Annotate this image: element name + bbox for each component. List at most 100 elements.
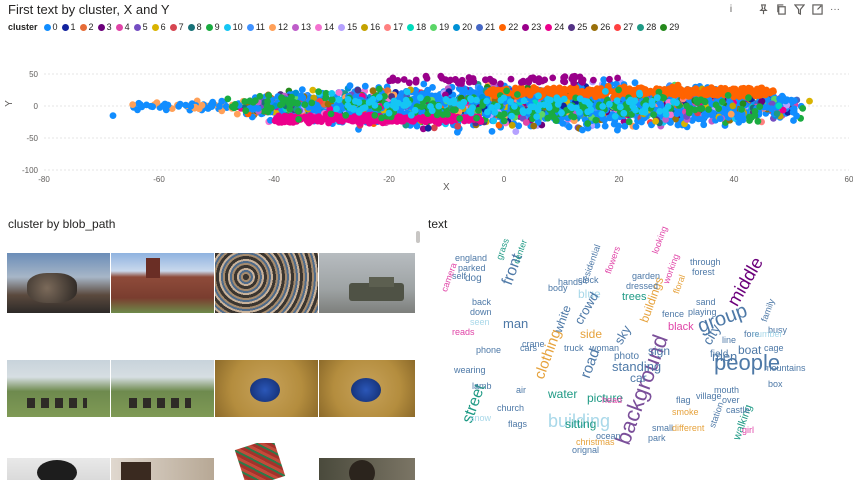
scatter-point[interactable]: [314, 107, 322, 115]
legend-item-16[interactable]: 16: [361, 22, 380, 32]
scatter-point[interactable]: [402, 96, 410, 104]
scatter-point[interactable]: [198, 101, 206, 109]
scatter-point[interactable]: [512, 128, 520, 136]
scatter-point[interactable]: [653, 94, 661, 102]
legend-item-19[interactable]: 19: [430, 22, 449, 32]
scatter-point[interactable]: [411, 106, 419, 114]
scatter-point[interactable]: [758, 97, 766, 105]
filter-icon[interactable]: [793, 3, 805, 15]
scatter-point[interactable]: [467, 109, 475, 117]
scatter-point[interactable]: [759, 86, 767, 94]
scatter-point[interactable]: [729, 102, 737, 110]
legend-item-29[interactable]: 29: [660, 22, 679, 32]
scatter-point[interactable]: [432, 118, 439, 125]
scatter-point[interactable]: [350, 105, 357, 113]
scatter-point[interactable]: [418, 108, 426, 115]
scatter-point[interactable]: [447, 76, 454, 84]
scatter-point[interactable]: [159, 102, 167, 110]
scatter-point[interactable]: [400, 102, 408, 109]
scatter-point[interactable]: [606, 75, 613, 83]
scatter-point[interactable]: [412, 78, 420, 86]
scatter-point[interactable]: [456, 115, 464, 122]
scatter-point[interactable]: [631, 79, 639, 87]
scatter-point[interactable]: [324, 100, 332, 108]
scatter-point[interactable]: [489, 89, 497, 96]
scatter-point[interactable]: [417, 94, 424, 102]
scatter-point[interactable]: [353, 116, 360, 123]
legend-item-10[interactable]: 10: [223, 22, 243, 32]
scatter-point[interactable]: [494, 102, 501, 110]
scatter-point[interactable]: [328, 90, 336, 97]
scatter-point[interactable]: [773, 110, 781, 117]
scatter-point[interactable]: [288, 93, 295, 101]
scatter-point[interactable]: [756, 103, 764, 110]
scatter-point[interactable]: [322, 94, 330, 101]
scatter-point[interactable]: [428, 107, 436, 115]
legend-item-11[interactable]: 11: [246, 22, 265, 32]
scatter-point[interactable]: [290, 99, 298, 106]
scatter-point[interactable]: [264, 107, 272, 114]
scatter-point[interactable]: [751, 111, 759, 119]
scatter-point[interactable]: [632, 106, 639, 114]
scatter-point[interactable]: [129, 101, 137, 108]
scatter-point[interactable]: [561, 73, 569, 80]
scatter-point[interactable]: [556, 84, 563, 92]
scatter-point[interactable]: [584, 120, 592, 127]
legend-item-5[interactable]: 5: [133, 22, 148, 32]
scatter-point[interactable]: [521, 89, 529, 97]
legend-item-3[interactable]: 3: [97, 22, 112, 32]
scatter-point[interactable]: [396, 93, 404, 101]
scatter-point[interactable]: [355, 98, 363, 106]
scatter-point[interactable]: [256, 92, 264, 100]
scatter-point[interactable]: [611, 113, 619, 120]
scatter-point[interactable]: [752, 87, 759, 95]
scatter-point[interactable]: [218, 97, 226, 105]
scatter-point[interactable]: [476, 85, 484, 92]
scatter-point[interactable]: [511, 103, 518, 110]
scatter-point[interactable]: [673, 99, 680, 107]
legend-item-14[interactable]: 14: [315, 22, 334, 32]
image-thumb-brick-building[interactable]: [111, 253, 214, 313]
image-thumb-landscape-cows-2[interactable]: [111, 360, 214, 417]
scatter-point[interactable]: [452, 106, 459, 114]
scatter-point[interactable]: [207, 101, 215, 109]
scatter-point[interactable]: [806, 97, 813, 105]
scatter-point[interactable]: [567, 93, 574, 100]
scatter-point[interactable]: [308, 99, 316, 107]
scatter-point[interactable]: [328, 96, 336, 104]
scatter-point[interactable]: [335, 89, 343, 96]
scatter-point[interactable]: [249, 98, 257, 106]
scatter-point[interactable]: [149, 103, 157, 111]
scatter-point[interactable]: [315, 115, 322, 123]
scatter-point[interactable]: [433, 111, 441, 119]
pin-icon[interactable]: [757, 3, 769, 15]
scatter-point[interactable]: [483, 97, 491, 105]
scatter-point[interactable]: [454, 122, 462, 130]
scatter-point[interactable]: [295, 108, 302, 115]
scatter-point[interactable]: [727, 110, 735, 118]
scatter-point[interactable]: [525, 78, 533, 86]
gallery-scrollbar[interactable]: [416, 231, 420, 243]
scatter-point[interactable]: [346, 82, 354, 90]
scatter-point[interactable]: [473, 114, 480, 122]
scatter-point[interactable]: [697, 96, 705, 104]
scatter-point[interactable]: [454, 128, 461, 136]
scatter-point[interactable]: [275, 112, 283, 120]
scatter-point[interactable]: [315, 88, 322, 95]
image-thumb-black-cup[interactable]: [7, 458, 110, 480]
scatter-point[interactable]: [761, 91, 769, 99]
scatter-point[interactable]: [277, 101, 284, 109]
scatter-point[interactable]: [715, 105, 722, 112]
scatter-point[interactable]: [650, 111, 657, 118]
legend-item-13[interactable]: 13: [292, 22, 311, 32]
scatter-point[interactable]: [438, 74, 446, 82]
scatter-point[interactable]: [508, 121, 516, 129]
legend-item-0[interactable]: 0: [43, 22, 58, 32]
scatter-point[interactable]: [394, 99, 402, 107]
scatter-point[interactable]: [628, 111, 635, 118]
scatter-point[interactable]: [662, 107, 669, 114]
scatter-point[interactable]: [285, 99, 293, 107]
scatter-point[interactable]: [371, 102, 379, 109]
scatter-point[interactable]: [335, 96, 343, 104]
